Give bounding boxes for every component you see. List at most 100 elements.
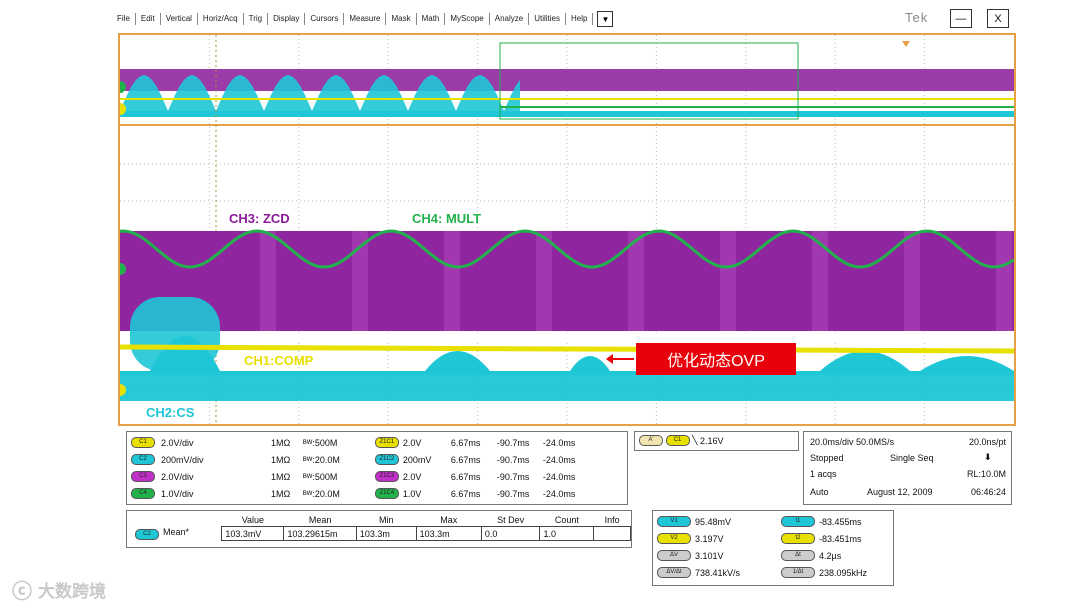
channel-ground-marker [120,263,126,275]
minimize-button[interactable]: — [950,9,972,28]
menu-file[interactable]: File [112,13,136,25]
ch3-burst [812,231,828,331]
watermark: ⓒ 大数跨境 [12,575,106,604]
channel-badge[interactable]: C4 [131,488,155,499]
bandwidth-icon: ᴮᵂ: [303,488,315,499]
measurement-table: Value Mean Min Max St Dev Count Info C2 Mean* 103… [131,513,631,541]
menu-horiz-acq[interactable]: Horiz/Acq [198,13,244,25]
zoom-badge[interactable]: Z1C1 [374,437,399,448]
channel-badge[interactable]: C2 [131,454,155,465]
channel-ground-marker [120,81,126,93]
cursor-key[interactable]: ΔV [657,550,691,561]
ch4-label: CH4: MULT [412,211,482,226]
channel-impedance: 1MΩ [271,454,291,465]
zoom-badge[interactable]: Z1C2 [374,454,399,465]
measure-header: Max [440,514,458,525]
zoom-badge[interactable]: Z1C4 [374,488,399,499]
cursor-row: V2 3.197V t2 -83.451ms [657,532,862,545]
ch2-trace-base [120,371,1014,401]
cursor-key[interactable]: V1 [657,516,691,527]
cursor-value: 3.197V [695,533,724,544]
menu-edit[interactable]: Edit [136,13,161,25]
menu-help[interactable]: Help [566,13,594,25]
channel-badge[interactable]: C1 [131,437,155,448]
waveform-svg [120,35,1014,424]
acq-mode: Single Seq [890,452,934,463]
measure-header: Count [554,514,579,525]
bandwidth-icon: ᴮᵂ: [303,454,315,465]
measure-header: Min [379,514,394,525]
watermark-text: 大数跨境 [38,582,106,601]
zoom-position: -90.7ms [496,488,530,499]
trigger-level: 2.16V [699,435,724,446]
channel-scale: 2.0V/div [161,471,194,482]
zoom-badge[interactable]: Z1C3 [374,471,399,482]
cursor-value: 738.41kV/s [695,567,741,578]
overview-ch2-base [120,111,1014,117]
cursor-row: V1 95.48mV t1 -83.455ms [657,515,862,528]
record-length: RL:10.0M [966,468,1006,479]
ch3-burst [536,231,552,331]
cursor-key[interactable]: ΔV/Δt [657,567,691,578]
trigger-channel: C1 [665,435,690,446]
channel-bandwidth: 500M [314,471,338,482]
waveform-display[interactable]: CH3: ZCD CH4: MULT CH1:COMP CH2:CS [118,33,1016,426]
menu-utilities[interactable]: Utilities [529,13,566,25]
measure-value: 103.3m [355,526,417,541]
bandwidth-icon: ᴮᵂ: [303,471,315,482]
measure-value: 103.3mV [221,526,285,541]
menu-display[interactable]: Display [268,13,306,25]
ch4-trace [120,229,1014,269]
menu-mask[interactable]: Mask [386,13,417,25]
channel-scale: 200mV/div [161,454,204,465]
cursor-key[interactable]: t2 [781,533,815,544]
menu-analyze[interactable]: Analyze [490,13,530,25]
acq-state: Stopped [810,452,844,463]
cursor-key[interactable]: Δt [781,550,815,561]
zoom-end: -24.0ms [542,488,576,499]
gap-band [120,335,1014,343]
acquisition-panel[interactable]: 20.0ms/div 50.0MS/s 20.0ns/pt Stopped Si… [803,431,1012,505]
ch3-burst [628,231,644,331]
channel-impedance: 1MΩ [271,437,291,448]
annotation-arrow [606,354,634,364]
channel-row[interactable]: C1 2.0V/div 1MΩ ᴮᵂ: 500M Z1C1 2.0V 6.67ms -90.7m… [131,436,621,449]
ch3-burst [904,231,920,331]
channel-impedance: 1MΩ [271,471,291,482]
cursor-key[interactable]: 1/Δt [781,567,815,578]
acq-time: 06:46:24 [970,486,1006,497]
channel-badge[interactable]: C3 [131,471,155,482]
measure-value: 103.29615m [283,526,357,541]
trigger-mode: Auto [810,486,829,497]
cursor-row: ΔV/Δt 738.41kV/s 1/Δt 238.095kHz [657,566,867,579]
brand-logo: Tek [905,10,929,25]
menu-math[interactable]: Math [417,13,446,25]
cursor-key[interactable]: t1 [781,516,815,527]
overview-ch3-band [120,69,1014,91]
trigger-panel[interactable]: A' C1 ╲ 2.16V [634,431,799,451]
menu-dropdown-button[interactable]: ▼ [597,11,614,27]
channel-row[interactable]: C4 1.0V/div 1MΩ ᴮᵂ: 20.0M Z1C4 1.0V 6.67ms -90.7… [131,487,621,500]
close-button[interactable]: X [987,9,1009,28]
ch1-label: CH1:COMP [244,353,314,368]
menu-myscope[interactable]: MyScope [445,13,490,25]
channel-row[interactable]: C3 2.0V/div 1MΩ ᴮᵂ: 500M Z1C3 2.0V 6.67ms -90.7m… [131,470,621,483]
zoom-time: 6.67ms [450,471,481,482]
measure-value [593,526,631,541]
channel-ground-marker [120,384,126,396]
menu-vertical[interactable]: Vertical [161,13,198,25]
menu-cursors[interactable]: Cursors [305,13,345,25]
ch2-startup [130,297,220,371]
zoom-end: -24.0ms [542,437,576,448]
measure-header: Value [241,514,265,525]
ch3-burst [996,231,1012,331]
zoom-time: 6.67ms [450,454,481,465]
menu-measure[interactable]: Measure [344,13,387,25]
cursor-key[interactable]: V2 [657,533,691,544]
acq-count: 1 acqs [810,468,837,479]
measurement-panel: Value Mean Min Max St Dev Count Info C2 Mean* 103… [126,510,632,548]
menu-trig[interactable]: Trig [244,13,269,25]
ch3-trace [120,231,1014,331]
measure-source-badge[interactable]: C2 [135,529,159,540]
channel-row[interactable]: C2 200mV/div 1MΩ ᴮᵂ: 20.0M Z1C2 200mV 6.67ms -90… [131,453,621,466]
